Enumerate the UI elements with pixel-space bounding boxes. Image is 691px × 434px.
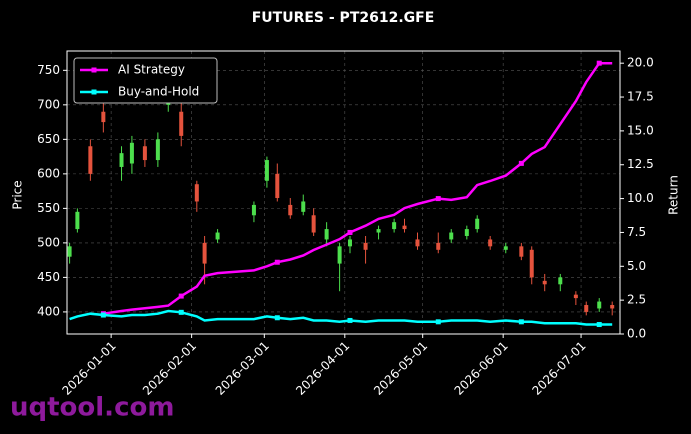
candle-body [436,242,441,250]
y-tick-label: 600 [37,166,60,180]
candle-body [584,305,589,312]
line-marker [596,322,602,328]
legend-marker [91,89,97,95]
line-marker [100,312,106,318]
candle-body [519,246,524,257]
y-tick-label: 500 [37,235,60,249]
candle-body [558,277,563,285]
candle-body [347,239,352,247]
line-marker [596,60,602,66]
candle-body [142,146,147,161]
candle-body [179,111,184,136]
line-marker [178,293,184,299]
candle-body [529,249,534,278]
y-tick-label: 700 [37,97,60,111]
candle-body [415,239,420,247]
candle-body [215,232,220,240]
legend-box [73,57,218,104]
y2-tick-label: 2.5 [627,293,646,307]
return-line [69,309,613,326]
legend: AI Strategy Buy-and-Hold [73,57,218,104]
y-tick-label: 550 [37,201,60,215]
candle-body [597,301,602,309]
y-tick-label: 650 [37,132,60,146]
y2-tick-label: 5.0 [627,259,646,273]
y2-tick-label: 20.0 [627,56,654,70]
candle-body [573,294,578,299]
return-line [103,61,613,315]
candle-body [392,222,397,230]
candle-body [324,229,329,240]
line-marker [518,319,524,325]
legend-marker [91,67,97,73]
candle-body [194,184,199,202]
candle-body [275,173,280,199]
y2-tick-label: 10.0 [627,191,654,205]
y-tick-label: 750 [37,63,60,77]
legend-label: Buy-and-Hold [118,85,199,99]
y2-tick-label: 0.0 [627,327,646,341]
candle-body [376,229,381,233]
candle-body [311,215,316,233]
line-marker [435,319,441,325]
candle-body [301,201,306,212]
candle-body [129,142,134,164]
candle-body [363,242,368,250]
candle-body [288,204,293,216]
candle-body [88,146,93,174]
candle-body [475,218,480,230]
line-marker [347,229,353,235]
candle-body [503,246,508,250]
line-marker [178,309,184,315]
line-marker [347,317,353,323]
candle-body [264,160,269,181]
candle-body [67,246,72,257]
y2-tick-label: 7.5 [627,225,646,239]
candle-body [75,211,80,230]
candle-body [202,242,207,264]
y-axis-label: Price [11,180,25,209]
y2-tick-label: 17.5 [627,90,654,104]
plot-frame [66,50,621,335]
line-marker [274,259,280,265]
y-tick-label: 450 [37,270,60,284]
legend-label: AI Strategy [118,63,185,77]
line-marker [435,196,441,202]
candle-body [542,280,547,285]
line-marker [274,315,280,321]
candle-body [251,204,256,216]
candle-body [449,232,454,240]
candle-body [402,225,407,230]
y2-tick-label: 12.5 [627,157,654,171]
y-tick-label: 400 [37,304,60,318]
candle-body [488,239,493,247]
plot [67,60,615,328]
candle-body [155,139,160,161]
y2-axis-label: Return [667,175,681,215]
line-marker [518,160,524,166]
candle-body [464,229,469,236]
candle-body [610,305,615,309]
candle-body [101,111,106,123]
y2-tick-label: 15.0 [627,123,654,137]
candle-body [119,153,124,167]
watermark: uqtool.com [10,393,174,423]
chart-title: FUTURES - PT2612.GFE [252,10,435,26]
candle-body [337,246,342,264]
